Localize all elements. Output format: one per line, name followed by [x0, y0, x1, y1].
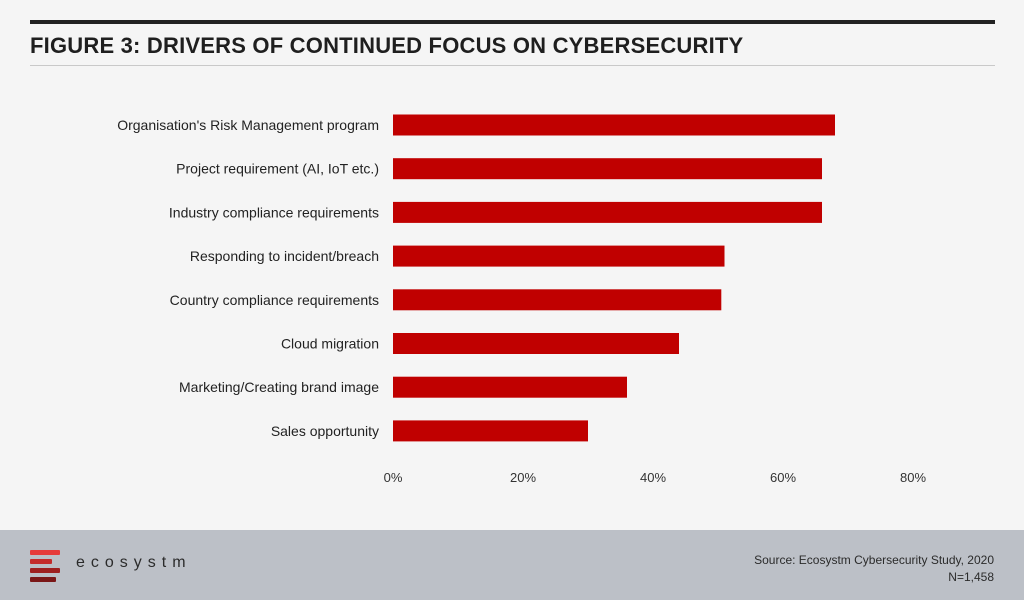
x-tick-labels: 0% 20% 40% 60% 80% [384, 470, 927, 485]
logo-stripe-4 [30, 577, 56, 582]
x-tick-label-0: 0% [384, 470, 403, 485]
bars-layer [393, 114, 835, 442]
ecosystm-logo-icon [30, 550, 66, 582]
category-label-2: Industry compliance requirements [169, 204, 379, 220]
category-label-0: Organisation's Risk Management program [117, 117, 379, 133]
bar-0 [393, 114, 835, 136]
bar-5 [393, 333, 679, 354]
category-label-1: Project requirement (AI, IoT etc.) [176, 161, 379, 177]
title-divider [30, 65, 995, 66]
bar-6 [393, 376, 627, 398]
logo-stripe-3 [30, 568, 60, 573]
page-title: FIGURE 3: DRIVERS OF CONTINUED FOCUS ON … [30, 33, 744, 58]
footer-bar: ecosystm Source: Ecosystm Cybersecurity … [0, 530, 1024, 600]
category-label-4: Country compliance requirements [170, 292, 379, 308]
top-rule [30, 20, 995, 24]
x-tick-label-3: 60% [770, 470, 796, 485]
category-label-3: Responding to incident/breach [190, 248, 379, 264]
brand-name: ecosystm [76, 554, 192, 571]
bar-3 [393, 245, 725, 267]
category-label-6: Marketing/Creating brand image [179, 379, 379, 395]
logo-stripe-1 [30, 550, 60, 555]
category-labels: Organisation's Risk Management program Pr… [117, 117, 379, 439]
bar-2 [393, 201, 822, 223]
source-text: Source: Ecosystm Cybersecurity Study, 20… [754, 553, 994, 567]
sample-size: N=1,458 [948, 570, 994, 584]
x-tick-label-1: 20% [510, 470, 536, 485]
x-tick-label-4: 80% [900, 470, 926, 485]
bar-chart: Organisation's Risk Management program Pr… [117, 114, 927, 485]
logo-stripe-2 [30, 559, 52, 564]
x-tick-label-2: 40% [640, 470, 666, 485]
bar-1 [393, 158, 822, 180]
bar-4 [393, 289, 722, 311]
bar-7 [393, 420, 588, 442]
category-label-7: Sales opportunity [271, 423, 379, 439]
source-note: Source: Ecosystm Cybersecurity Study, 20… [754, 552, 994, 586]
category-label-5: Cloud migration [281, 336, 379, 352]
